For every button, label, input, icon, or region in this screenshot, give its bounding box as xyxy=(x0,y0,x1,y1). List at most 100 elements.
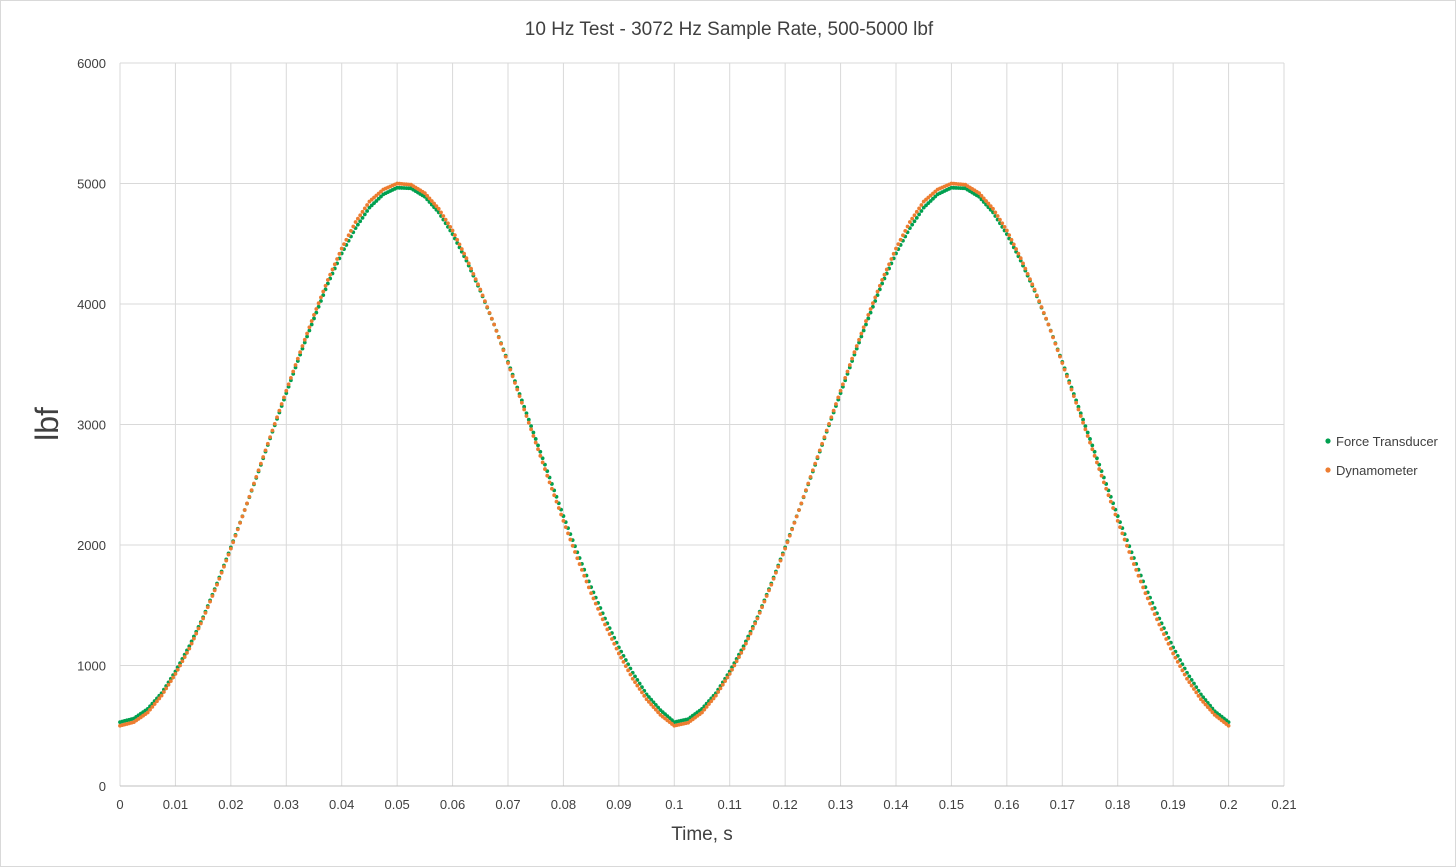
data-point xyxy=(247,494,252,499)
data-point xyxy=(1065,374,1069,379)
data-point xyxy=(1025,271,1030,276)
data-point xyxy=(436,206,441,211)
data-point xyxy=(859,334,864,339)
data-point xyxy=(222,564,226,569)
data-point xyxy=(720,682,725,687)
data-point xyxy=(1076,407,1081,412)
data-point xyxy=(612,641,617,646)
data-point xyxy=(235,527,240,532)
data-point xyxy=(919,203,924,207)
data-point xyxy=(1166,641,1171,646)
data-point xyxy=(739,650,744,655)
data-point xyxy=(843,376,848,380)
data-point xyxy=(1032,287,1037,292)
data-point xyxy=(485,305,490,309)
series-markers xyxy=(118,181,1231,728)
data-point xyxy=(531,430,536,435)
data-point xyxy=(1099,473,1104,478)
data-point xyxy=(171,675,176,680)
data-point xyxy=(1004,228,1009,233)
data-point xyxy=(734,659,739,664)
data-point xyxy=(988,204,993,209)
x-tick-label: 0.16 xyxy=(994,797,1019,812)
data-point xyxy=(536,443,540,448)
data-point xyxy=(1083,424,1088,429)
data-point xyxy=(1023,266,1028,271)
data-point xyxy=(432,201,436,206)
data-point xyxy=(891,251,896,256)
data-point xyxy=(610,637,614,641)
x-tick-label: 0.05 xyxy=(384,797,409,812)
data-point xyxy=(910,222,915,227)
data-point xyxy=(452,233,457,238)
data-point xyxy=(1011,242,1016,247)
data-point xyxy=(185,650,189,655)
data-point xyxy=(709,699,714,704)
data-point xyxy=(355,222,360,227)
data-point xyxy=(642,693,647,698)
data-point xyxy=(1168,646,1173,651)
data-point xyxy=(914,209,919,214)
data-point xyxy=(914,215,919,220)
data-point xyxy=(1182,672,1187,677)
data-point xyxy=(995,214,1000,218)
data-point xyxy=(1164,637,1169,641)
data-point xyxy=(469,266,473,271)
data-point xyxy=(358,219,363,224)
data-point xyxy=(302,340,307,345)
data-point xyxy=(1171,651,1176,656)
data-point xyxy=(774,570,778,575)
data-point xyxy=(600,617,605,622)
data-point xyxy=(767,588,771,593)
series-dynamometer xyxy=(118,181,1231,728)
data-point xyxy=(1120,531,1125,536)
data-point xyxy=(810,468,815,473)
data-point xyxy=(850,356,855,361)
data-point xyxy=(1111,506,1115,510)
data-point xyxy=(353,220,358,224)
data-point xyxy=(603,622,607,627)
data-point xyxy=(586,585,591,590)
data-point xyxy=(1157,622,1162,627)
data-point xyxy=(559,512,564,517)
data-point xyxy=(1060,361,1065,365)
x-tick-label: 0.04 xyxy=(329,797,354,812)
x-tick-label: 0.08 xyxy=(551,797,576,812)
data-point xyxy=(545,473,550,478)
data-point xyxy=(201,616,206,621)
data-point xyxy=(446,221,450,226)
data-point xyxy=(258,461,263,466)
data-point xyxy=(905,224,910,229)
data-point xyxy=(633,674,637,679)
data-point xyxy=(1226,723,1231,728)
data-point xyxy=(1048,329,1053,333)
legend-item: Dynamometer xyxy=(1325,463,1418,478)
data-point xyxy=(1055,348,1060,353)
data-point xyxy=(718,686,723,691)
data-point xyxy=(1007,233,1012,238)
data-point xyxy=(1189,683,1194,688)
x-tick-label: 0.1 xyxy=(665,797,683,812)
data-point xyxy=(242,508,247,512)
data-point xyxy=(1069,387,1074,392)
data-point xyxy=(903,229,908,233)
data-point xyxy=(487,310,492,315)
data-point xyxy=(349,229,353,233)
data-point xyxy=(178,663,182,668)
data-point xyxy=(1090,443,1095,448)
data-point xyxy=(543,467,547,471)
data-point xyxy=(797,508,801,512)
data-point xyxy=(864,319,868,323)
data-point xyxy=(279,402,284,406)
data-point xyxy=(790,527,794,532)
data-point xyxy=(365,203,370,207)
data-point xyxy=(272,422,277,426)
data-point xyxy=(1178,664,1182,668)
data-point xyxy=(148,707,152,712)
data-point xyxy=(1173,655,1178,660)
data-point xyxy=(1143,591,1148,596)
data-point xyxy=(256,468,261,473)
data-point xyxy=(547,480,552,485)
data-point xyxy=(422,191,427,196)
data-point xyxy=(637,687,642,691)
